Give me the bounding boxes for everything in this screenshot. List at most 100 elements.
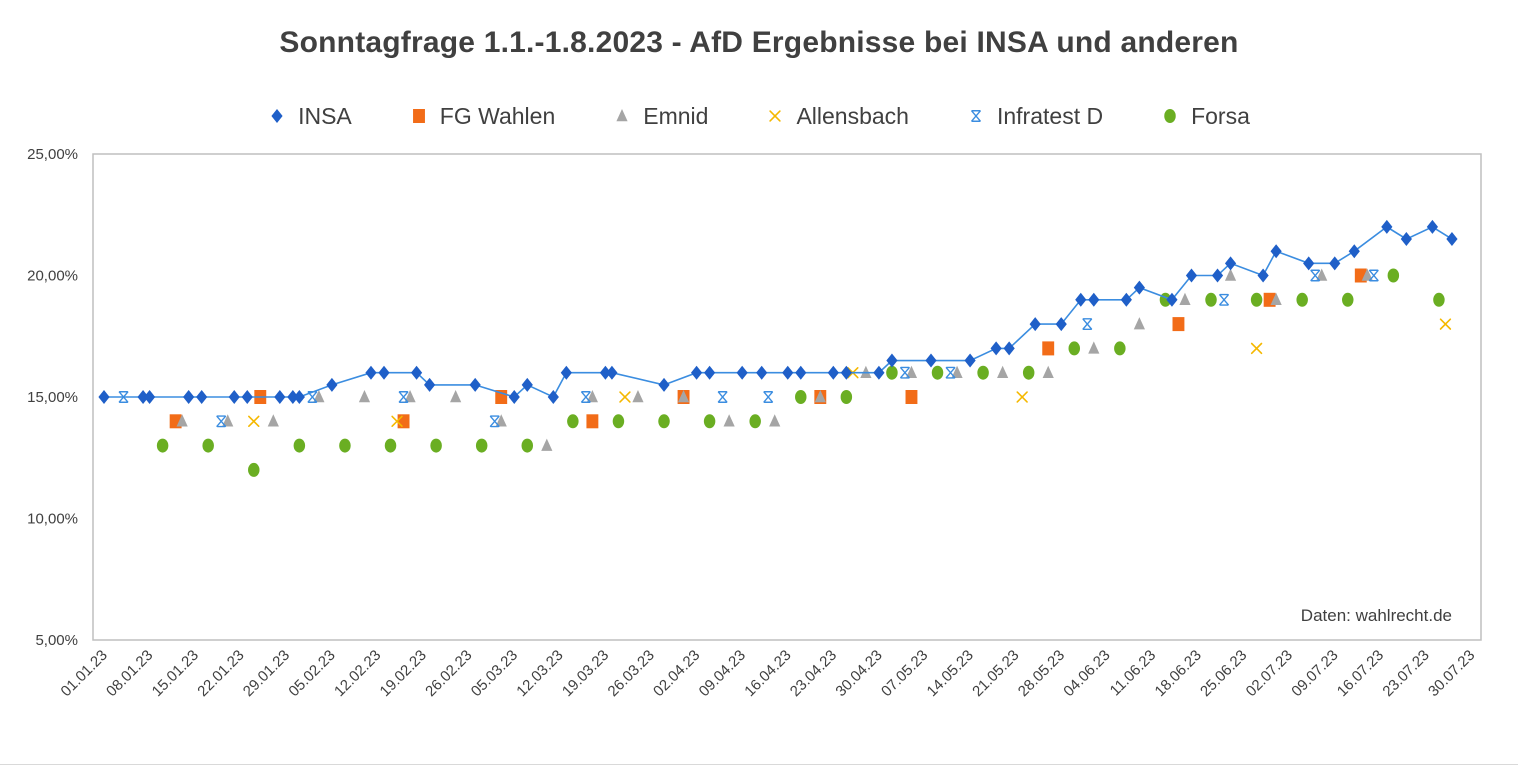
series-line-insa [104,225,1453,399]
legend-label: Forsa [1191,102,1250,129]
data-point-forsa [521,438,534,453]
data-point-emnid [1133,317,1145,330]
data-point-allensbach [248,415,260,428]
data-point-emnid [769,414,781,427]
data-point-forsa [339,438,351,453]
data-point-forsa [156,438,169,453]
series-allensbach [248,318,1452,428]
data-point-insa [1075,292,1087,307]
data-point-allensbach [1250,342,1263,355]
x-tick-label: 12.03.23 [513,647,566,700]
data-point-insa [196,390,208,404]
y-tick-label: 25,00% [27,146,78,163]
x-tick-label: 26.02.23 [422,647,475,700]
data-point-infratest-d [1368,269,1379,282]
plot-frame [92,153,1482,641]
y-tick-label: 10,00% [27,511,78,528]
data-point-forsa [1114,341,1126,356]
legend-marker-emnid [616,109,628,122]
data-point-insa [508,390,520,404]
data-point-infratest-d [1219,293,1229,306]
data-point-insa [137,390,149,404]
x-tick-label: 05.02.23 [285,647,338,700]
data-point-forsa [202,438,214,453]
legend-item-insa: INSA [268,103,352,130]
legend-marker-x-icon [769,110,782,122]
data-point-emnid [313,390,325,403]
x-tick-label: 02.04.23 [650,647,703,700]
data-point-emnid [495,414,507,427]
data-point-fg-wahlen [905,390,918,404]
series-fg-wahlen [169,268,1367,429]
data-point-emnid [176,414,188,427]
data-point-insa [795,365,807,380]
data-point-insa [1348,244,1360,259]
legend-marker-allensbach [769,110,782,122]
data-point-emnid [677,390,690,403]
data-point-forsa [384,438,397,453]
data-point-insa [1133,280,1145,295]
data-point-infratest-d [216,415,227,428]
data-point-forsa [840,390,853,404]
data-point-insa [690,365,703,380]
data-point-infratest-d [489,415,500,428]
data-point-insa [827,365,839,380]
data-point-emnid [222,414,234,427]
source-annotation: Daten: wahlrecht.de [1300,606,1452,625]
data-point-fg-wahlen [495,390,508,404]
data-point-insa [1003,341,1015,356]
data-point-insa [521,377,533,392]
data-point-insa [736,365,748,380]
data-point-insa [1224,256,1237,271]
legend: INSA FG Wahlen Emnid Allensbach Infratest D F… [0,100,1518,132]
data-point-emnid [1270,292,1282,306]
data-point-emnid [723,414,735,427]
data-point-emnid [267,414,279,427]
data-point-fg-wahlen [1354,268,1367,283]
data-point-emnid [1361,268,1373,281]
x-tick-label: 11.06.23 [1107,647,1160,700]
legend-label: Infratest D [996,102,1104,129]
data-point-insa [990,341,1002,356]
y-tick-label: 5,00% [35,632,78,649]
data-point-insa [1381,219,1393,234]
data-point-insa [228,390,240,404]
data-point-insa [143,390,156,404]
data-point-insa [423,377,436,392]
data-point-fg-wahlen [1172,317,1185,332]
data-point-emnid [905,365,918,378]
legend-marker-infratest-d [971,110,981,122]
series-insa [98,219,1458,404]
legend-item-emnid: Emnid [613,103,708,130]
data-point-infratest-d [717,391,728,403]
data-point-forsa [1250,292,1263,307]
data-point-insa [1303,256,1315,271]
data-point-infratest-d [580,391,591,403]
x-tick-label: 25.06.23 [1197,647,1250,700]
data-point-fg-wahlen [1042,341,1055,356]
data-point-forsa [658,414,670,429]
data-point-insa [873,365,885,380]
data-point-insa [658,377,670,392]
data-point-forsa [703,414,716,429]
x-tick-label: 28.05.23 [1015,647,1068,700]
data-point-allensbach [619,391,631,403]
data-point-insa [1329,256,1341,271]
data-point-emnid [404,390,416,403]
x-tick-label: 16.07.23 [1334,647,1387,700]
x-tick-label: 08.01.23 [103,647,156,700]
data-point-insa [547,390,559,404]
legend-label: INSA [298,102,352,129]
data-point-infratest-d [763,391,774,403]
x-tick-label: 29.01.23 [240,647,293,700]
y-tick-label: 15,00% [27,389,78,406]
data-point-insa [365,365,377,380]
data-point-infratest-d [1310,269,1321,282]
data-point-forsa [612,414,625,429]
data-point-forsa [475,438,488,453]
x-tick-label: 16.04.23 [741,647,794,700]
data-point-forsa [430,438,442,453]
data-point-emnid [1088,341,1100,354]
data-point-allensbach [1016,391,1028,403]
